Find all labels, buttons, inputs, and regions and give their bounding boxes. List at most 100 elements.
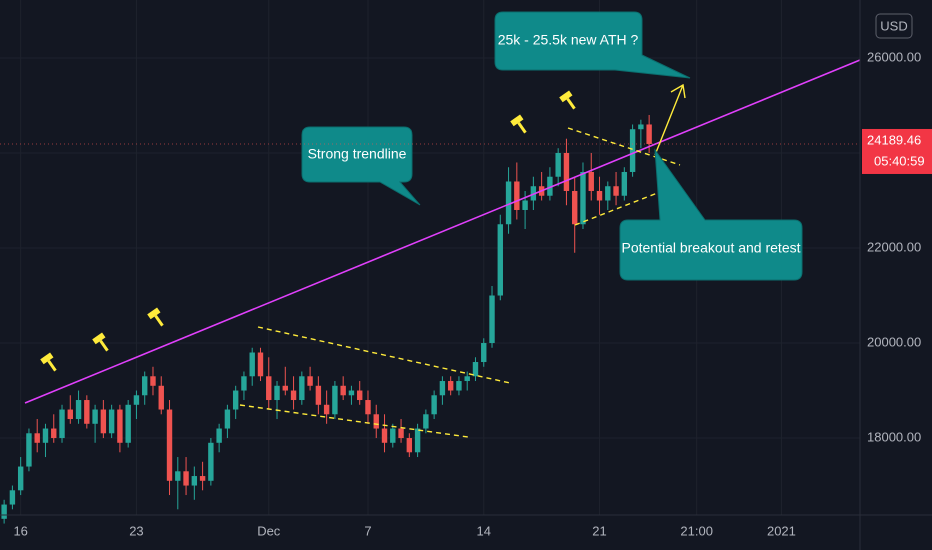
callout: 25k - 25.5k new ATH ? (494, 11, 691, 79)
candle-body (17, 466, 24, 491)
last-price-tag: 24189.46 05:40:59 (0, 128, 932, 174)
candle-body (390, 428, 396, 443)
x-tick-label: 2021 (767, 523, 796, 538)
candle-body (431, 395, 437, 415)
candle-body (580, 171, 586, 225)
candle-body (84, 400, 90, 424)
candle-body (26, 433, 32, 467)
candle-body (514, 181, 520, 210)
candle-body (381, 428, 388, 443)
arrow (654, 83, 686, 156)
candle-body (307, 376, 313, 386)
callout-text: Potential breakout and retest (621, 240, 800, 256)
candle-body (199, 476, 206, 481)
candle-body (75, 400, 82, 420)
candle-body (266, 376, 272, 401)
candle-body (398, 428, 404, 439)
candle-body (150, 376, 156, 386)
candle-body (133, 395, 140, 405)
channel-line (257, 326, 511, 384)
last-price-box (862, 128, 932, 174)
candle-body (605, 186, 611, 201)
candle-body (572, 190, 578, 225)
candle-body (596, 190, 603, 201)
candle-body (522, 200, 528, 210)
x-tick-label: 23 (129, 523, 143, 538)
axis-labels: 18000.0020000.0022000.0024000.0026000.00… (13, 49, 921, 538)
candle-body (232, 390, 239, 410)
candle-body (613, 186, 619, 196)
candle-body (464, 376, 470, 382)
candle-body (166, 409, 173, 481)
y-tick-label: 22000.00 (867, 239, 921, 254)
candle-body (1, 504, 7, 519)
candle-body (9, 490, 16, 505)
candle-body (142, 376, 148, 396)
candle-body (629, 129, 636, 172)
x-tick-label: 16 (13, 523, 27, 538)
candle-body (563, 152, 570, 191)
candle-body (439, 381, 446, 396)
candle-body (51, 428, 57, 439)
x-tick-label: 14 (477, 523, 491, 538)
candle-body (472, 362, 479, 377)
candle-body (42, 428, 49, 443)
callout: Potential breakout and retest (619, 148, 803, 281)
candle-body (191, 476, 198, 486)
channel-line (567, 127, 681, 166)
countdown-label: 05:40:59 (874, 153, 925, 168)
candle-body (92, 409, 98, 424)
candle-body (323, 404, 330, 415)
candle-body (481, 343, 487, 363)
callout: Strong trendline (301, 126, 421, 206)
candle-body (100, 409, 107, 434)
candle-body (588, 171, 594, 191)
candle-body (67, 409, 73, 420)
channel-line (239, 404, 469, 438)
candle-body (257, 352, 264, 377)
candle-body (547, 176, 553, 196)
x-tick-label: 21:00 (680, 523, 713, 538)
x-tick-label: Dec (257, 523, 281, 538)
candle-body (505, 181, 512, 225)
candle-body (638, 124, 644, 130)
candle-body (357, 390, 363, 401)
x-tick-label: 7 (364, 523, 371, 538)
callout-text: Strong trendline (308, 146, 407, 162)
currency-button[interactable]: USD (875, 13, 913, 39)
candles (1, 114, 652, 524)
candle-body (456, 381, 462, 391)
y-tick-label: 26000.00 (867, 49, 921, 64)
candle-body (299, 376, 305, 401)
candle-body (34, 433, 40, 443)
candle-body (224, 409, 231, 429)
candle-body (175, 471, 181, 481)
candle-body (241, 376, 247, 391)
candle-body (414, 428, 421, 453)
candle-body (59, 409, 65, 439)
hammer-icons (40, 90, 576, 372)
candle-body (117, 409, 123, 443)
trendline (24, 59, 861, 404)
y-tick-label: 20000.00 (867, 334, 921, 349)
candle-body (125, 404, 131, 443)
candle-body (208, 442, 214, 481)
last-price-label: 24189.46 (867, 132, 921, 147)
candle-body (274, 385, 280, 401)
candle-body (423, 414, 429, 429)
candle-body (447, 381, 454, 391)
candle-body (365, 400, 371, 415)
y-tick-label: 18000.00 (867, 429, 921, 444)
candle-body (621, 171, 628, 196)
currency-label[interactable]: USD (880, 18, 907, 33)
candle-body (489, 295, 495, 344)
candle-body (249, 352, 255, 377)
candle-body (348, 390, 355, 396)
candle-body (646, 124, 652, 144)
candle-body (497, 224, 503, 296)
candle-body (406, 438, 413, 453)
candle-body (183, 471, 189, 486)
candle-body (555, 152, 561, 177)
